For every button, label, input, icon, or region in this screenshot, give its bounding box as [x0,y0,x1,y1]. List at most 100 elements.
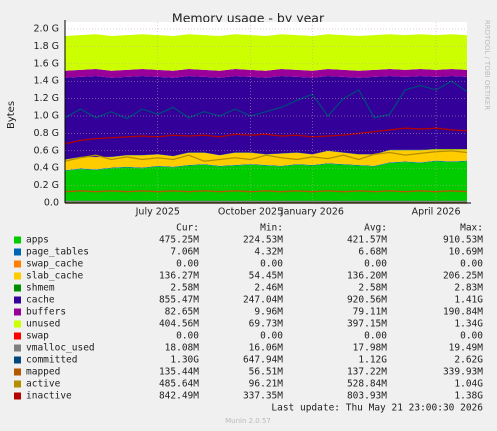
stat-value: 0.00 [176,259,199,270]
line [64,127,468,145]
stat-value: 9.96M [254,307,283,318]
legend-swatch [14,320,21,328]
legend-swatch [14,296,21,304]
stat-value: 224.53M [243,235,283,246]
legend-label: swap [26,331,49,342]
stat-value: 16.06M [249,343,284,354]
y-tick-label: 1.0 G [34,111,60,122]
legend-label: committed [26,355,77,366]
legend-label: apps [26,235,49,246]
stat-value: 475.25M [159,235,199,246]
legend-label: buffers [26,307,66,318]
stat-header: Max: [460,223,483,234]
legend-swatch [14,260,21,268]
stat-value: 7.06M [170,247,199,258]
y-tick-label: 0.6 G [34,145,60,156]
legend-swatch [14,284,21,292]
stacked-area [65,34,467,71]
line [64,80,468,120]
stat-value: 2.83M [454,283,483,294]
stat-value: 0.00 [260,259,283,270]
stat-value: 54.45M [249,271,284,282]
stat-value: 206.25M [443,271,483,282]
stat-value: 1.34G [454,319,483,330]
stat-value: 0.00 [176,331,199,342]
stat-value: 528.84M [347,379,387,390]
y-tick-label: 0.0 [44,198,59,209]
chart-title: Memory usage - by year [172,11,325,26]
legend-label: swap_cache [26,259,83,270]
stat-value: 339.93M [443,367,483,378]
line [64,150,468,162]
stat-value: 855.47M [159,295,199,306]
stat-value: 1.12G [358,355,387,366]
stat-value: 1.38G [454,391,483,402]
stat-value: 647.94M [243,355,283,366]
legend-label: mapped [26,367,60,378]
legend-swatch [14,356,21,364]
stat-value: 0.00 [460,331,483,342]
stat-header: Avg: [364,223,387,234]
stat-value: 18.08M [165,343,200,354]
stat-value: 136.27M [159,271,199,282]
stat-header: Cur: [176,223,199,234]
legend-label: cache [26,295,55,306]
stat-value: 421.57M [347,235,387,246]
x-tick-label: July 2025 [135,207,180,218]
last-update: Last update: Thu May 21 23:00:30 2026 [271,403,483,414]
stat-value: 6.68M [358,247,387,258]
legend-swatch [14,236,21,244]
stacked-area [65,75,467,160]
x-tick-label: January 2026 [280,207,344,218]
y-tick-label: 2.0 G [34,24,60,35]
stat-value: 842.49M [159,391,199,402]
legend-swatch [14,344,21,352]
stat-value: 2.62G [454,355,483,366]
stat-header: Min: [260,223,283,234]
stat-value: 2.58M [170,283,199,294]
stat-value: 56.51M [249,367,284,378]
stat-value: 0.00 [260,331,283,342]
legend-label: slab_cache [26,271,83,282]
stat-value: 1.30G [170,355,199,366]
stat-value: 910.53M [443,235,483,246]
stacked-area [65,161,467,203]
x-tick-label: April 2026 [412,207,461,218]
y-tick-label: 1.6 G [34,58,60,69]
stat-value: 19.49M [449,343,484,354]
legend-label: unused [26,319,60,330]
y-tick-label: 0.8 G [34,128,60,139]
stat-value: 1.04G [454,379,483,390]
stat-value: 0.00 [460,259,483,270]
legend-label: vmalloc_used [26,343,95,354]
stat-value: 247.04M [243,295,283,306]
stat-value: 135.44M [159,367,199,378]
y-tick-label: 0.4 G [34,163,60,174]
stat-value: 69.73M [249,319,284,330]
stat-value: 136.20M [347,271,387,282]
stat-value: 1.41G [454,295,483,306]
legend-label: inactive [26,391,72,402]
legend-swatch [14,368,21,376]
stat-value: 79.11M [353,307,388,318]
stat-value: 485.64M [159,379,199,390]
y-tick-label: 1.2 G [34,93,60,104]
stat-value: 2.58M [358,283,387,294]
y-tick-label: 1.4 G [34,76,60,87]
stat-value: 0.00 [364,259,387,270]
legend-swatch [14,248,21,256]
line [64,190,468,193]
legend-swatch [14,380,21,388]
stat-value: 920.56M [347,295,387,306]
stat-value: 10.69M [449,247,484,258]
stat-value: 82.65M [165,307,200,318]
legend-label: page_tables [26,247,89,258]
y-axis-label: Bytes [6,101,17,129]
footer: Munin 2.0.57 [225,417,271,425]
stacked-area [65,149,467,160]
legend-swatch [14,308,21,316]
legend-swatch [14,272,21,280]
stat-value: 137.22M [347,367,387,378]
stat-value: 2.46M [254,283,283,294]
